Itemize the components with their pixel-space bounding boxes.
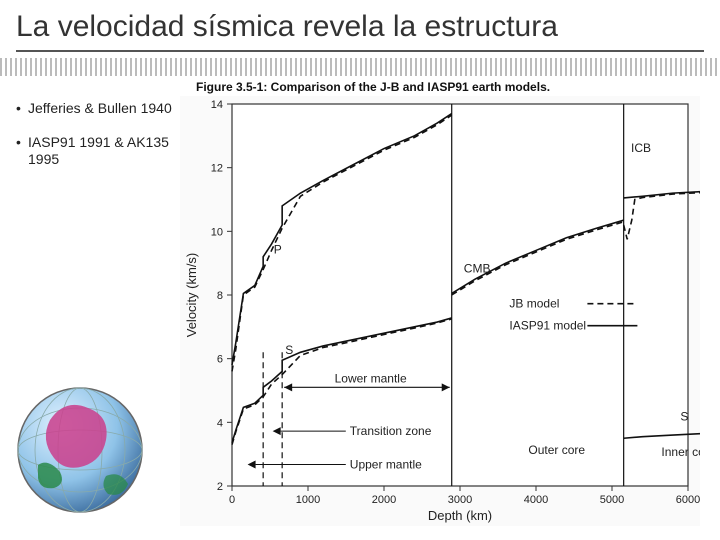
svg-text:14: 14 xyxy=(211,99,223,111)
velocity-depth-chart: 0 1000 2000 3000 4000 5000 6000 2 4 6 8 10 12 14 Depth… xyxy=(180,96,700,526)
svg-text:10: 10 xyxy=(211,226,223,238)
svg-text:Depth (km): Depth (km) xyxy=(428,508,492,523)
figure-caption: Figure 3.5-1: Comparison of the J-B and … xyxy=(196,80,550,94)
svg-text:ICB: ICB xyxy=(631,141,651,155)
svg-text:Outer core: Outer core xyxy=(528,443,585,457)
decorative-tick-band xyxy=(0,58,720,76)
svg-text:Transition zone: Transition zone xyxy=(350,424,432,438)
svg-text:Velocity (km/s): Velocity (km/s) xyxy=(184,253,199,338)
list-item: IASP91 1991 & AK135 1995 xyxy=(16,134,176,169)
svg-text:4: 4 xyxy=(217,417,223,429)
svg-text:Inner core: Inner core xyxy=(661,445,700,459)
slide-title: La velocidad sísmica revela la estructur… xyxy=(16,10,704,52)
svg-text:2: 2 xyxy=(217,481,223,493)
velocity-chart-svg: 0 1000 2000 3000 4000 5000 6000 2 4 6 8 10 12 14 Depth… xyxy=(180,96,700,526)
svg-text:CMB: CMB xyxy=(464,262,491,276)
svg-text:4000: 4000 xyxy=(524,494,548,506)
svg-text:S: S xyxy=(680,410,688,424)
svg-text:5000: 5000 xyxy=(600,494,624,506)
svg-text:12: 12 xyxy=(211,163,223,175)
svg-text:Upper mantle: Upper mantle xyxy=(350,457,422,471)
svg-text:Lower mantle: Lower mantle xyxy=(335,372,407,386)
globe-icon xyxy=(10,380,150,520)
svg-text:S: S xyxy=(285,343,293,357)
svg-text:3000: 3000 xyxy=(448,494,472,506)
bullet-list: Jefferies & Bullen 1940 IASP91 1991 & AK… xyxy=(16,100,176,185)
svg-text:8: 8 xyxy=(217,290,223,302)
svg-text:6: 6 xyxy=(217,354,223,366)
svg-text:0: 0 xyxy=(229,494,235,506)
svg-text:1000: 1000 xyxy=(296,494,320,506)
svg-text:IASP91 model: IASP91 model xyxy=(509,319,586,333)
svg-text:P: P xyxy=(274,243,282,257)
svg-text:6000: 6000 xyxy=(676,494,700,506)
svg-text:2000: 2000 xyxy=(372,494,396,506)
svg-text:JB model: JB model xyxy=(509,297,559,311)
list-item: Jefferies & Bullen 1940 xyxy=(16,100,176,118)
